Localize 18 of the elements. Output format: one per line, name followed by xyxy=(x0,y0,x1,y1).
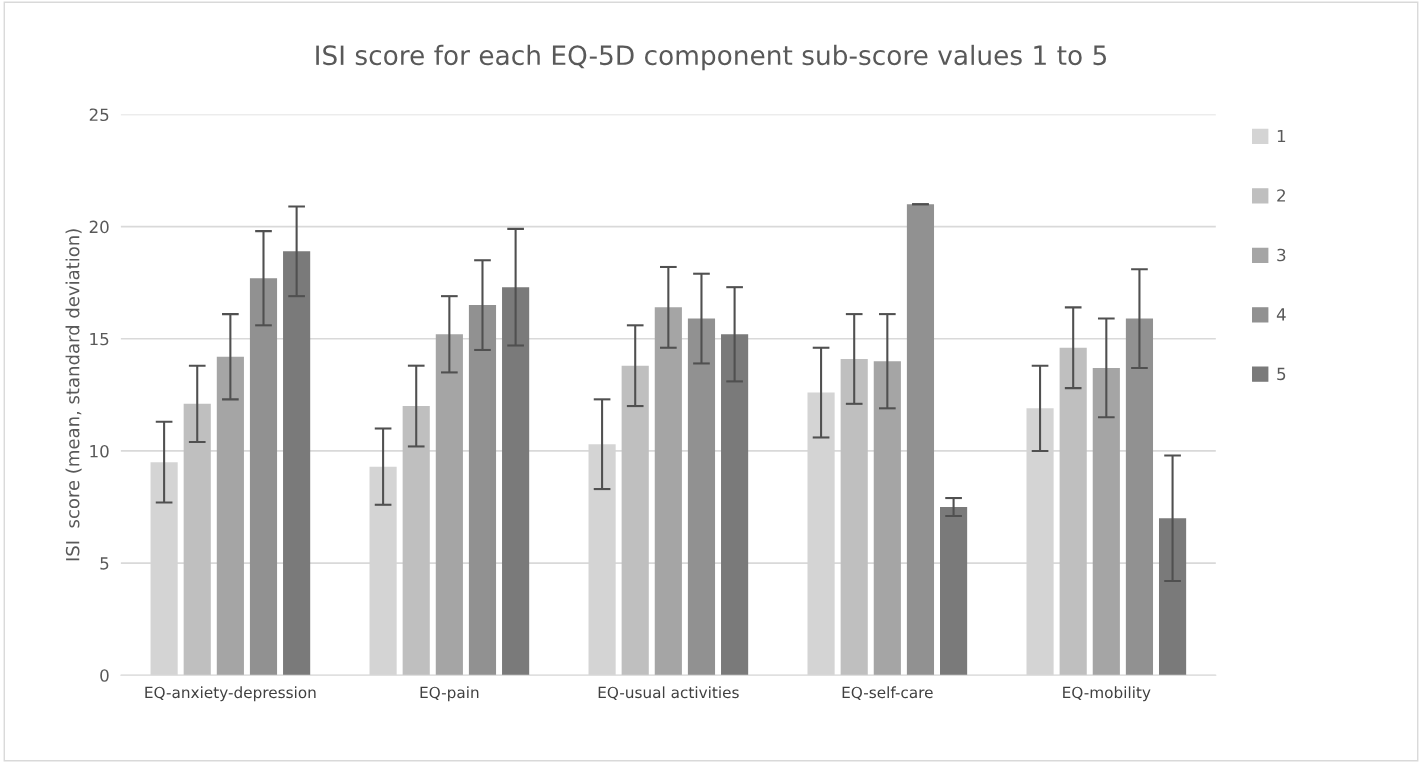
x-tick-label: EQ-usual activities xyxy=(598,686,739,700)
y-tick-label: 25 xyxy=(89,108,109,122)
y-tick-label: 0 xyxy=(100,669,109,682)
legend-label: 2 xyxy=(1277,189,1285,202)
x-tick-label: EQ-mobility xyxy=(1063,686,1151,702)
y-tick-label: 10 xyxy=(90,444,109,458)
chart-title: ISI score for each EQ-5D component sub-score values 1 to 5 xyxy=(316,44,1107,71)
y-tick-label: 15 xyxy=(90,332,109,346)
y-tick-label: 20 xyxy=(89,220,109,234)
y-axis-title: ISI score (mean, standard deviation) xyxy=(65,229,82,561)
legend-label: 4 xyxy=(1276,308,1286,321)
x-tick-label: EQ-anxiety-depression xyxy=(145,686,316,702)
legend-label: 3 xyxy=(1277,248,1286,262)
legend-label: 5 xyxy=(1277,367,1286,381)
y-tick-label: 5 xyxy=(100,557,109,570)
x-tick-label: EQ-pain xyxy=(420,686,479,702)
legend-label: 1 xyxy=(1277,129,1286,143)
x-tick-label: EQ-self-care xyxy=(842,686,933,700)
